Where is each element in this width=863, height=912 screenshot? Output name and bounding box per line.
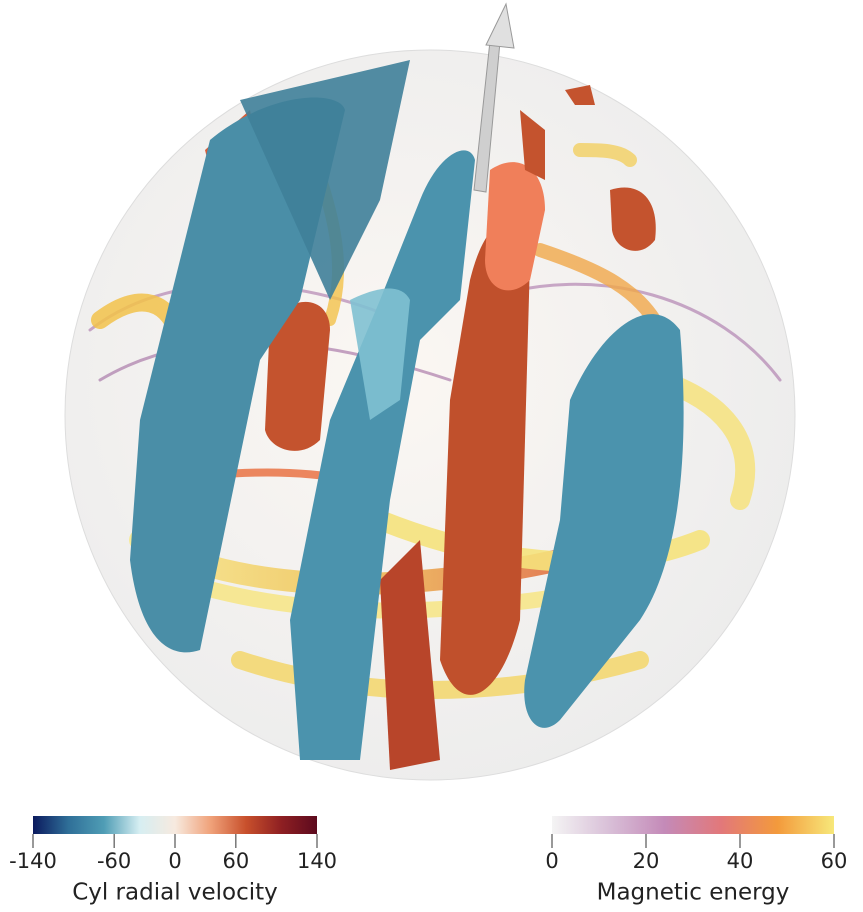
tick-label: 40: [727, 849, 754, 873]
rotation-axis-arrow: [473, 2, 515, 193]
tick-label: 60: [222, 849, 249, 873]
negative-velocity-surfaces: [130, 60, 684, 761]
tick-label: -60: [97, 849, 131, 873]
colorbar: [552, 816, 834, 834]
tick-label: 0: [545, 849, 558, 873]
tick-label: 140: [297, 849, 337, 873]
tick-label: -140: [9, 849, 57, 873]
colorbars: -140 -60 0 60 140 Cyl radial velocity 0 20 40 60 M…: [9, 816, 847, 906]
colorbar-title: Cyl radial velocity: [72, 880, 278, 906]
tick-label: 0: [168, 849, 181, 873]
visualization: [64, 2, 796, 781]
colorbar: [33, 816, 317, 834]
tick-label: 60: [821, 849, 848, 873]
colorbar-title: Magnetic energy: [597, 880, 790, 906]
tick-label: 20: [633, 849, 660, 873]
